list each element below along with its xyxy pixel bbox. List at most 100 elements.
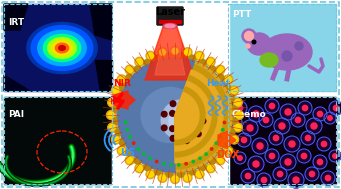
Circle shape	[284, 136, 300, 152]
Circle shape	[248, 156, 264, 172]
Circle shape	[230, 117, 237, 124]
Text: —: —	[24, 179, 28, 183]
Circle shape	[127, 67, 133, 73]
Circle shape	[133, 142, 135, 144]
Circle shape	[291, 113, 305, 127]
Polygon shape	[59, 46, 65, 50]
Text: NIR: NIR	[113, 79, 131, 88]
Circle shape	[269, 131, 283, 145]
Circle shape	[209, 157, 216, 164]
Circle shape	[329, 150, 341, 162]
Polygon shape	[4, 75, 30, 91]
Circle shape	[333, 154, 337, 158]
Circle shape	[119, 148, 125, 153]
Circle shape	[184, 106, 190, 112]
Circle shape	[192, 160, 194, 163]
Ellipse shape	[247, 33, 271, 55]
Circle shape	[235, 111, 243, 119]
Circle shape	[297, 149, 311, 163]
Circle shape	[134, 66, 141, 73]
Circle shape	[236, 112, 242, 118]
Circle shape	[313, 107, 327, 121]
Circle shape	[143, 153, 145, 155]
Circle shape	[242, 29, 256, 43]
Circle shape	[126, 129, 129, 131]
Circle shape	[273, 135, 279, 141]
Circle shape	[184, 98, 189, 104]
Text: Chemo: Chemo	[232, 110, 267, 119]
Circle shape	[177, 53, 184, 60]
Circle shape	[177, 170, 184, 177]
Circle shape	[117, 75, 126, 84]
Circle shape	[217, 67, 223, 73]
Circle shape	[311, 123, 317, 129]
Wedge shape	[175, 76, 217, 157]
Bar	[4, 4, 112, 91]
Circle shape	[224, 139, 231, 146]
Circle shape	[224, 75, 233, 84]
Circle shape	[259, 113, 273, 127]
Circle shape	[108, 123, 117, 132]
Ellipse shape	[163, 23, 177, 29]
Text: US: US	[120, 148, 135, 158]
Circle shape	[285, 109, 291, 115]
Circle shape	[233, 101, 247, 115]
Circle shape	[216, 65, 225, 74]
Circle shape	[234, 120, 238, 124]
Circle shape	[119, 76, 125, 82]
Circle shape	[252, 40, 256, 44]
Circle shape	[149, 157, 151, 160]
Polygon shape	[145, 27, 195, 80]
Circle shape	[146, 51, 155, 60]
Circle shape	[217, 149, 224, 156]
Circle shape	[248, 106, 264, 122]
Circle shape	[170, 126, 175, 131]
Circle shape	[170, 101, 176, 106]
Circle shape	[106, 111, 116, 119]
Circle shape	[137, 148, 139, 150]
Circle shape	[115, 129, 122, 136]
Circle shape	[280, 154, 296, 170]
Circle shape	[108, 98, 117, 107]
Text: PTT: PTT	[232, 10, 251, 19]
Circle shape	[269, 153, 275, 159]
Circle shape	[235, 100, 241, 105]
Polygon shape	[43, 34, 81, 62]
Circle shape	[199, 163, 206, 170]
Circle shape	[160, 49, 165, 55]
Circle shape	[208, 165, 213, 171]
Bar	[4, 4, 112, 91]
Polygon shape	[4, 4, 28, 30]
Circle shape	[241, 137, 247, 143]
Wedge shape	[175, 61, 232, 172]
Polygon shape	[90, 4, 112, 40]
Bar	[159, 20, 181, 23]
Circle shape	[154, 55, 161, 62]
Circle shape	[117, 146, 126, 155]
Circle shape	[313, 155, 327, 169]
Ellipse shape	[169, 106, 201, 136]
Circle shape	[208, 59, 213, 65]
Circle shape	[108, 112, 114, 118]
Bar	[112, 2, 229, 187]
Circle shape	[170, 136, 176, 141]
Circle shape	[229, 135, 239, 144]
Text: Heat: Heat	[206, 79, 230, 88]
Polygon shape	[38, 30, 86, 66]
Circle shape	[280, 104, 296, 120]
Polygon shape	[95, 60, 112, 91]
Circle shape	[170, 46, 179, 56]
Circle shape	[234, 152, 246, 164]
Circle shape	[317, 159, 323, 165]
Circle shape	[170, 174, 179, 184]
Circle shape	[189, 168, 196, 175]
Circle shape	[305, 167, 319, 181]
Circle shape	[126, 149, 133, 156]
Circle shape	[161, 125, 167, 131]
Circle shape	[242, 120, 258, 136]
Circle shape	[261, 177, 267, 183]
Circle shape	[224, 146, 233, 155]
Circle shape	[298, 101, 312, 115]
Circle shape	[135, 164, 144, 173]
Circle shape	[274, 118, 290, 134]
